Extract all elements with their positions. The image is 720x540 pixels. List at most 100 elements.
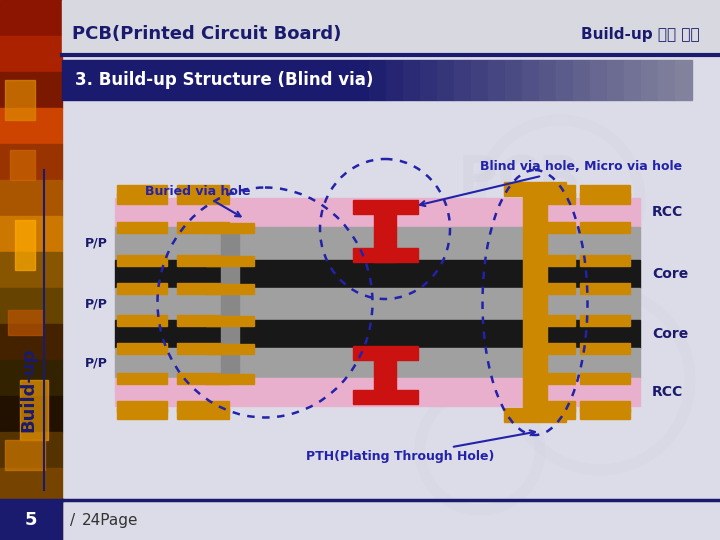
Bar <box>117 401 167 412</box>
Bar <box>353 200 418 214</box>
Bar <box>386 60 403 100</box>
Text: Core: Core <box>652 327 688 341</box>
Bar <box>177 283 229 294</box>
Bar <box>177 193 229 204</box>
Bar <box>177 401 229 412</box>
Bar <box>0 396 62 432</box>
Bar <box>580 283 630 294</box>
Text: P/P: P/P <box>85 356 108 369</box>
Bar <box>177 373 229 384</box>
Bar <box>0 72 62 108</box>
Text: Core: Core <box>652 267 688 281</box>
Bar <box>206 223 254 233</box>
Bar <box>624 60 641 100</box>
Bar <box>471 60 488 100</box>
Bar <box>525 185 575 196</box>
Bar <box>115 288 640 320</box>
Bar <box>206 344 254 354</box>
Bar <box>0 288 62 324</box>
Text: VIA: VIA <box>507 333 613 387</box>
Bar <box>221 227 239 378</box>
Bar <box>580 185 630 196</box>
Text: Buried via hole: Buried via hole <box>145 185 251 217</box>
Bar <box>117 193 167 204</box>
Bar <box>62 0 720 55</box>
Bar <box>523 185 547 419</box>
Bar <box>525 193 575 204</box>
Bar <box>0 360 62 396</box>
Bar <box>117 255 167 266</box>
Bar <box>0 108 62 144</box>
Bar <box>0 500 62 540</box>
Bar <box>206 316 254 326</box>
Bar <box>658 60 675 100</box>
Bar <box>607 60 624 100</box>
Bar <box>206 284 254 294</box>
Bar <box>0 432 62 468</box>
Bar <box>0 324 62 360</box>
Bar <box>5 440 45 470</box>
Bar <box>525 222 575 233</box>
Bar <box>641 60 658 100</box>
Bar <box>0 504 62 540</box>
Bar <box>15 220 35 270</box>
Bar <box>0 252 62 288</box>
Bar <box>420 60 437 100</box>
Bar <box>0 36 62 72</box>
Bar <box>525 373 575 384</box>
Bar <box>525 283 575 294</box>
Bar <box>117 283 167 294</box>
Bar <box>525 408 575 419</box>
Bar <box>352 60 369 100</box>
Bar <box>675 60 692 100</box>
Text: P/P: P/P <box>85 237 108 249</box>
Text: 3. Build-up Structure (Blind via): 3. Build-up Structure (Blind via) <box>75 71 374 89</box>
Bar <box>580 315 630 326</box>
Bar <box>177 315 229 326</box>
Bar <box>117 222 167 233</box>
Bar <box>580 193 630 204</box>
Bar <box>0 0 62 36</box>
Bar <box>580 255 630 266</box>
Bar <box>177 185 229 196</box>
Bar <box>177 343 229 354</box>
Bar <box>522 60 539 100</box>
Bar <box>206 374 254 384</box>
Bar <box>115 227 640 260</box>
Bar <box>0 468 62 504</box>
Bar <box>117 185 167 196</box>
Bar <box>488 60 505 100</box>
Text: 24Page: 24Page <box>82 512 138 528</box>
Bar <box>374 212 396 262</box>
Bar <box>580 373 630 384</box>
Bar <box>525 315 575 326</box>
Bar <box>0 180 62 216</box>
Bar <box>5 80 35 120</box>
Text: RCC: RCC <box>652 385 683 399</box>
Bar <box>117 315 167 326</box>
Bar <box>590 60 607 100</box>
Bar <box>353 346 418 360</box>
Bar <box>177 255 229 266</box>
Bar <box>403 60 420 100</box>
Bar <box>115 348 640 378</box>
Bar <box>115 260 640 288</box>
Bar <box>580 401 630 412</box>
Bar <box>115 320 640 348</box>
Text: RCC: RCC <box>652 205 683 219</box>
Text: PCB(Printed Circuit Board): PCB(Printed Circuit Board) <box>72 25 341 43</box>
Text: P/P: P/P <box>85 298 108 310</box>
Bar <box>10 150 35 180</box>
Text: Blind via hole, Micro via hole: Blind via hole, Micro via hole <box>420 160 682 206</box>
Bar <box>115 378 640 406</box>
Bar <box>177 222 229 233</box>
Bar <box>556 60 573 100</box>
Bar <box>437 60 454 100</box>
Bar <box>117 343 167 354</box>
Text: Build-up: Build-up <box>19 348 37 432</box>
Bar <box>0 144 62 180</box>
Bar <box>177 408 229 419</box>
Bar <box>525 343 575 354</box>
Bar <box>353 248 418 262</box>
Bar <box>525 255 575 266</box>
